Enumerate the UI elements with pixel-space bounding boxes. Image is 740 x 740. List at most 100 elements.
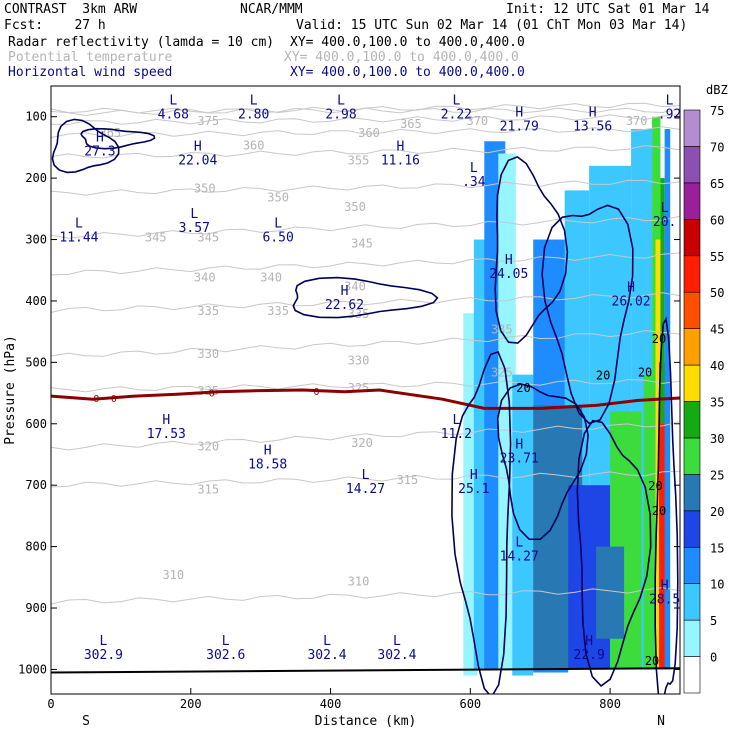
wind-contour-label: 20 (638, 366, 652, 380)
field-wind-name: Horizontal wind speed (8, 65, 173, 80)
colorbar-swatch (683, 474, 701, 512)
field-reflectivity-xy: XY= 400.0,100.0 to 400.0,400.0 (290, 35, 525, 50)
wind-contour (654, 316, 679, 694)
wind-extremum-marker: H (589, 106, 597, 121)
wind-extremum-value: 24.05 (489, 267, 528, 282)
wind-contour (292, 276, 439, 319)
colorbar-level-label: 70 (710, 140, 724, 154)
colorbar-level-label: 60 (710, 213, 724, 227)
y-axis-title: Pressure (hPa) (3, 335, 18, 445)
colorbar-swatch (683, 583, 701, 621)
wind-extremum-value: 302.6 (206, 648, 245, 663)
wind-extremum-value: 26.02 (612, 295, 651, 310)
wind-extremum-marker: L (393, 634, 401, 649)
x-end-label-left: S (82, 714, 90, 729)
colorbar-level-label: 10 (710, 578, 724, 592)
theta-label: 360 (358, 126, 380, 140)
field-theta-name: Potential temperature (8, 50, 173, 65)
colorbar-swatch (683, 656, 701, 694)
theta-contour-310 (51, 587, 680, 605)
wind-extremum-value: 302.4 (377, 648, 416, 663)
theta-label: 375 (197, 114, 219, 128)
theta-label: 365 (400, 117, 422, 131)
theta-label: 315 (197, 482, 219, 496)
theta-contour-370 (51, 107, 680, 114)
reflectivity-cell (659, 362, 667, 670)
forecast-hour: Fcst: 27 h (4, 18, 106, 33)
theta-label: 340 (260, 270, 282, 284)
wind-extremum-marker: H (341, 284, 349, 299)
theta-contour-360 (51, 126, 680, 138)
wind-contour (494, 155, 569, 344)
x-axis-title: Distance (km) (315, 714, 417, 729)
colorbar-level-label: 35 (710, 396, 724, 410)
theta-label: 310 (162, 568, 184, 582)
wind-contour (576, 419, 652, 687)
wind-extremum-marker: H (162, 413, 170, 428)
wind-extremum-marker: L (337, 93, 345, 108)
plot-frame (50, 85, 681, 695)
x-end-label-right: N (657, 714, 665, 729)
y-tick-label: 700 (25, 478, 47, 492)
y-tick-label: 800 (25, 540, 47, 554)
wind-contour (496, 383, 589, 541)
theta-label: 350 (194, 181, 216, 195)
wind-extremum-value: 14.27 (346, 482, 385, 497)
colorbar-level-label: 50 (710, 286, 724, 300)
wind-extremum-marker: L (470, 161, 478, 176)
zero-contour-label: 0 (111, 394, 117, 405)
zero-contour-label: 0 (209, 388, 215, 399)
zero-contour-label: 0 (93, 394, 99, 405)
colorbar-swatch (683, 219, 701, 257)
colorbar-swatch (683, 364, 701, 402)
x-tick-label: 800 (599, 697, 621, 711)
model-title: CONTRAST 3km ARW (4, 2, 138, 17)
wind-extremum-value: 302.9 (84, 648, 123, 663)
wind-contours (51, 118, 679, 694)
wind-contour (80, 127, 156, 150)
theta-label: 320 (351, 436, 373, 450)
wind-contour (541, 204, 634, 425)
theta-contour-350 (51, 179, 680, 196)
colorbar-level-label: 5 (710, 614, 717, 628)
reflectivity-cell (660, 178, 665, 424)
institution-label: NCAR/MMM (240, 2, 303, 17)
theta-label: 335 (348, 307, 370, 321)
wind-extremum-value: 22.62 (325, 298, 364, 313)
wind-extremum-marker: H (505, 253, 513, 268)
theta-contour-355 (51, 145, 680, 159)
wind-extremum-value: .34 (462, 175, 486, 190)
theta-contour-335 (51, 292, 680, 313)
colorbar-swatch (683, 182, 701, 220)
x-tick-label: 200 (180, 697, 202, 711)
wind-extremum-marker: H (397, 139, 405, 154)
wind-extremum-marker: H (585, 634, 593, 649)
wind-extremum-marker: L (666, 93, 674, 108)
terrain-line (50, 667, 681, 674)
colorbar-level-label: 40 (710, 359, 724, 373)
colorbar-swatch (683, 401, 701, 439)
wind-extremum-marker: L (661, 201, 669, 216)
colorbar-level-label: 55 (710, 250, 724, 264)
colorbar-level-label: 20 (710, 505, 724, 519)
wind-extremum-value: 2.80 (238, 107, 269, 122)
colorbar-unit: dBZ (706, 83, 728, 97)
wind-extremum-value: 2.22 (441, 107, 472, 122)
y-tick-label: 600 (25, 417, 47, 431)
wind-extremum-value: 27.3 (84, 144, 115, 159)
wind-extremum-value: 11.44 (59, 230, 98, 245)
wind-extremum-value: 2.98 (325, 107, 356, 122)
theta-contour-320 (51, 421, 680, 451)
theta-label: 320 (197, 439, 219, 453)
wind-extremum-value: 4.68 (158, 107, 189, 122)
colorbar-swatch (683, 109, 701, 147)
wind-extremum-marker: H (627, 281, 635, 296)
wind-contour-label: 20 (645, 654, 659, 668)
wind-extremum-value: 3.57 (179, 221, 210, 236)
wind-contour-label: 20 (652, 504, 666, 518)
theta-label: 330 (348, 353, 370, 367)
colorbar-swatch (683, 510, 701, 548)
theta-contour-375 (51, 102, 680, 117)
wind-extremum-marker: L (222, 634, 230, 649)
theta-label: 370 (626, 114, 648, 128)
